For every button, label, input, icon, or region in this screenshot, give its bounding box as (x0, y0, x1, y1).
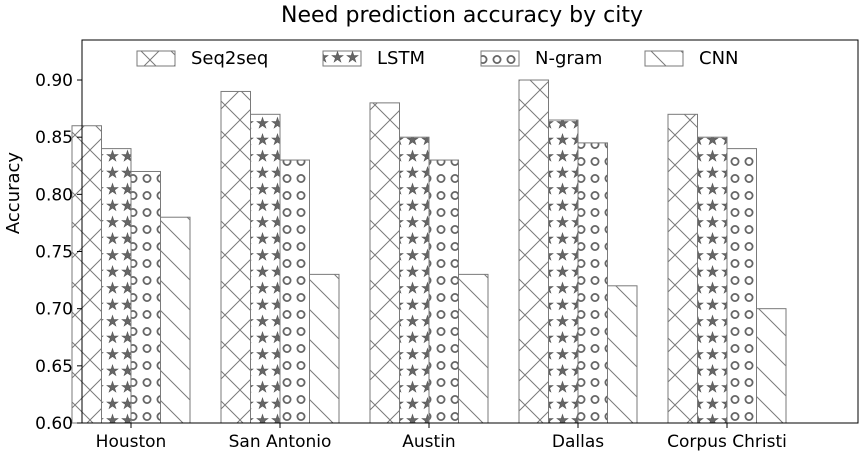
bar-cnn-san-antonio (309, 273, 340, 424)
bar-n-gram-san-antonio (279, 159, 310, 424)
y-axis-label: Accuracy (3, 152, 24, 235)
x-tick-label: Austin (402, 432, 455, 452)
y-tick-label: 0.60 (35, 414, 73, 434)
bar-lstm-corpus-christi (697, 136, 728, 424)
x-tick-label: Houston (96, 432, 167, 452)
bar-lstm-san-antonio (250, 113, 281, 424)
axis-layer: 0.60 0.65 0.70 0.75 0.80 0.85 0.90 Houston San A… (35, 39, 859, 452)
y-tick-label: 0.90 (35, 71, 73, 91)
legend-label-cnn: CNN (699, 48, 739, 69)
plot-frame (81, 39, 859, 424)
y-tick-label: 0.70 (35, 300, 73, 320)
legend: Seq2seq LSTM N-gram CNN (136, 48, 739, 69)
bar-seq2seq-houston (71, 125, 102, 424)
y-tick-label: 0.75 (35, 243, 73, 263)
bar-seq2seq-dallas (518, 79, 549, 424)
bar-lstm-dallas (548, 119, 579, 424)
legend-swatch-seq2seq (136, 50, 176, 67)
bar-n-gram-dallas (577, 142, 608, 424)
y-tick-label: 0.80 (35, 185, 73, 205)
bar-seq2seq-austin (369, 102, 400, 424)
x-tick-label: Corpus Christi (667, 432, 787, 452)
bar-n-gram-houston (130, 170, 161, 424)
legend-label-seq2seq: Seq2seq (191, 48, 268, 69)
bar-lstm-austin (399, 136, 430, 424)
bars-layer (71, 79, 787, 424)
y-tick-label: 0.85 (35, 128, 73, 148)
bar-n-gram-austin (428, 159, 459, 424)
bar-cnn-austin (458, 273, 489, 424)
y-tick-label: 0.65 (35, 357, 73, 377)
legend-label-n-gram: N-gram (535, 48, 602, 69)
bar-lstm-houston (101, 148, 132, 424)
chart-title: Need prediction accuracy by city (281, 3, 643, 28)
bar-seq2seq-corpus-christi (667, 113, 698, 424)
x-tick-label: San Antonio (229, 432, 332, 452)
bar-cnn-corpus-christi (756, 308, 787, 424)
x-tick-label: Dallas (552, 432, 604, 452)
bar-seq2seq-san-antonio (220, 90, 251, 424)
bar-n-gram-corpus-christi (726, 148, 757, 424)
legend-label-lstm: LSTM (377, 48, 425, 69)
legend-swatch-lstm (322, 50, 362, 67)
legend-swatch-cnn (644, 50, 684, 67)
bar-cnn-dallas (607, 285, 638, 424)
legend-swatch-n-gram (480, 50, 520, 67)
bar-cnn-houston (160, 216, 191, 424)
